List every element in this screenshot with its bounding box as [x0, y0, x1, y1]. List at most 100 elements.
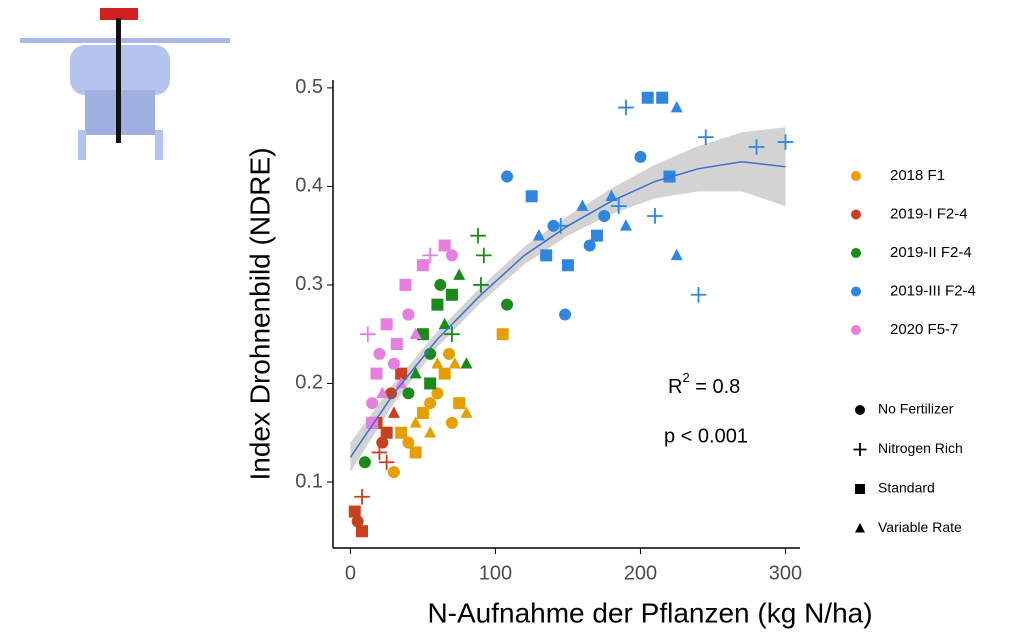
point [438, 367, 451, 380]
y-tick-label: 0.2 [295, 372, 323, 394]
point [576, 199, 589, 211]
legend-label: 2019-III F2-4 [890, 282, 976, 299]
point [590, 229, 603, 242]
point [453, 397, 466, 410]
point [470, 227, 486, 244]
point [443, 347, 456, 360]
y-tick-label: 0.4 [295, 175, 323, 197]
legend-label: 2019-I F2-4 [890, 205, 968, 222]
point [525, 190, 538, 203]
point [473, 277, 489, 293]
point [395, 426, 408, 439]
point [376, 386, 389, 399]
x-axis-title: N-Aufnahme der Pflanzen (kg N/ha) [427, 597, 872, 628]
point [395, 367, 408, 380]
point [532, 229, 545, 241]
point [409, 416, 422, 428]
fit-line [349, 161, 786, 458]
point [378, 454, 395, 471]
point [402, 436, 415, 449]
legend-label: 2020 F5-7 [890, 321, 958, 338]
point [656, 91, 669, 104]
point [448, 357, 461, 369]
point [351, 515, 364, 528]
point [385, 387, 398, 400]
point [559, 308, 572, 321]
point [387, 357, 400, 370]
point [376, 436, 389, 449]
point [619, 219, 632, 231]
legend-marker [851, 209, 861, 220]
y-tick-label: 0.1 [295, 470, 323, 492]
legend-label: 2018 F1 [890, 167, 945, 184]
legend-label: 2019-II F2-4 [890, 244, 972, 261]
point [416, 259, 429, 272]
point [445, 249, 458, 262]
point [360, 326, 376, 342]
point [409, 367, 422, 379]
point [690, 286, 707, 303]
point [354, 488, 370, 505]
point [476, 247, 492, 264]
x-tick-label: 0 [345, 562, 356, 584]
point [445, 288, 458, 301]
point [438, 239, 451, 252]
point [431, 357, 444, 369]
legend-label: Variable Rate [878, 519, 962, 535]
legend-marker [851, 325, 861, 335]
point [370, 367, 383, 380]
x-tick-label: 200 [624, 562, 657, 584]
point [356, 525, 369, 538]
legend-label: Nitrogen Rich [878, 440, 963, 456]
y-tick-label: 0.5 [295, 76, 323, 98]
p-annotation: p < 0.001 [664, 425, 748, 447]
point [641, 91, 654, 104]
point [434, 278, 447, 291]
point [561, 259, 574, 272]
legend-marker [853, 443, 867, 456]
annotation-part: = 0.8 [690, 376, 741, 398]
point [647, 208, 663, 224]
drone-icon [20, 8, 230, 160]
point [777, 134, 794, 150]
point [610, 198, 627, 214]
point [697, 129, 714, 145]
point [598, 209, 611, 222]
y-axis-title: Index Drohnenbild (NDRE) [244, 147, 275, 480]
point [445, 416, 458, 429]
legend-marker [855, 484, 865, 494]
point [387, 406, 400, 418]
point [424, 377, 437, 390]
point [460, 357, 473, 369]
point [409, 327, 422, 339]
point [431, 298, 444, 311]
point [380, 426, 393, 439]
legend-marker [851, 286, 861, 297]
legend-label: Standard [878, 480, 935, 496]
legend-marker [855, 523, 865, 533]
point [431, 387, 444, 400]
point [402, 387, 415, 400]
point [390, 338, 403, 351]
point [402, 308, 415, 321]
annotation-part: R [668, 376, 682, 398]
point [358, 456, 371, 469]
point [496, 328, 509, 341]
point [348, 505, 361, 518]
y-tick-label: 0.3 [295, 273, 323, 295]
point [424, 397, 437, 410]
point [422, 247, 438, 264]
legend-label: No Fertilizer [878, 401, 954, 417]
point [583, 239, 596, 252]
point [634, 150, 647, 163]
legend-marker [851, 171, 861, 181]
point [501, 170, 514, 183]
point [395, 376, 408, 389]
x-tick-label: 100 [479, 562, 512, 584]
point [416, 407, 429, 420]
point [670, 248, 683, 261]
point [670, 100, 683, 113]
point [748, 139, 765, 155]
point [366, 397, 379, 410]
